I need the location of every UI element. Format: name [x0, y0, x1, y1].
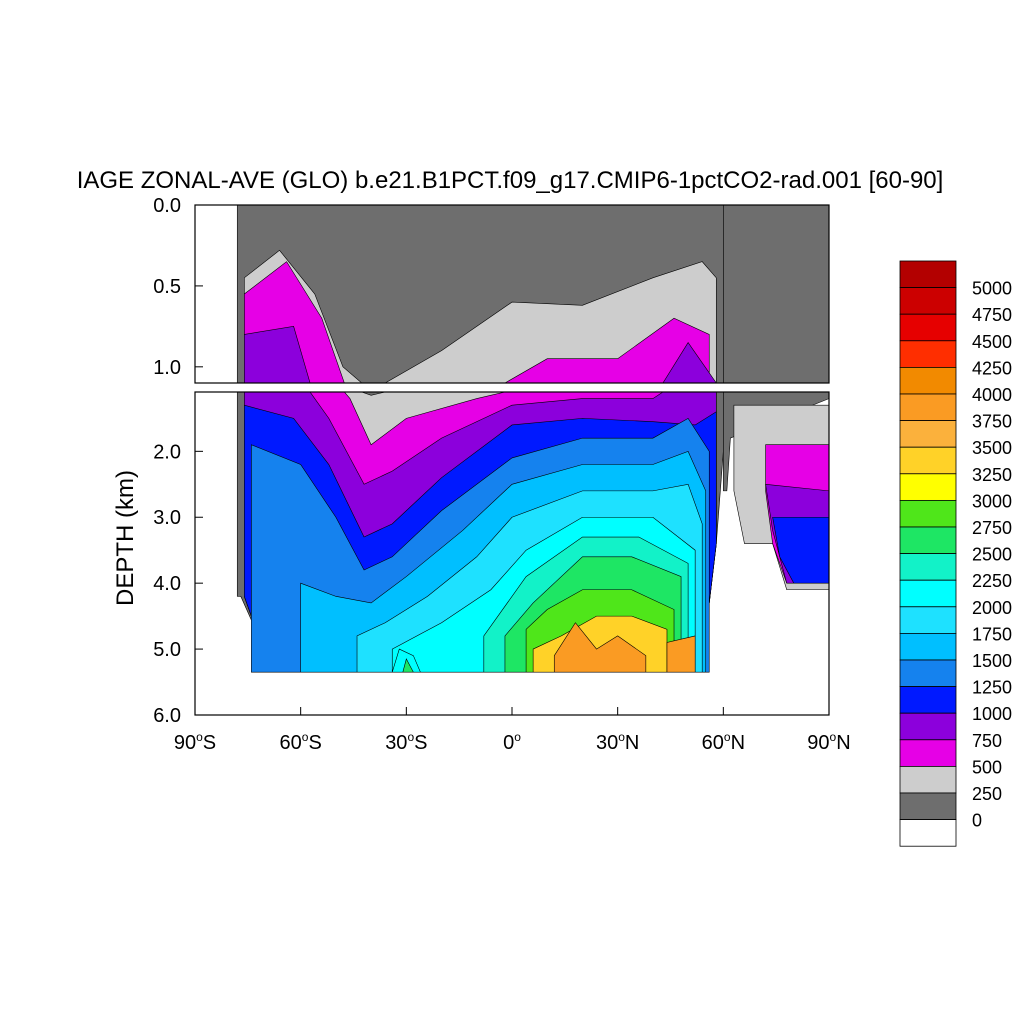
colorbar: 5000475045004250400037503500325030002750… [899, 260, 1012, 847]
colorbar-swatch [899, 553, 957, 581]
colorbar-swatch [899, 526, 957, 555]
colorbar-swatch [899, 606, 957, 634]
upper-panel-field [236, 205, 829, 1024]
contour-level-4000-upper [554, 949, 646, 1024]
colorbar-swatch [899, 287, 957, 315]
colorbar-label: 1500 [972, 651, 1012, 671]
contour-south-core-lower [402, 658, 414, 673]
colorbar-swatch [899, 499, 957, 528]
colorbar-swatch [899, 340, 957, 368]
axes-group: 90oS 60oS 30oS 0o 30oN 60oN 90oN 0.0 0.5 1.0 2.0 3.… [153, 195, 851, 754]
colorbar-label: 3750 [972, 412, 1012, 432]
colorbar-swatch [899, 446, 957, 475]
colorbar-swatch [899, 819, 957, 847]
colorbar-label: 3000 [972, 491, 1012, 511]
colorbar-swatch [899, 712, 957, 741]
x-tick-label: 60oS [280, 730, 322, 754]
colorbar-swatch [899, 739, 957, 767]
contour-arctic-1000-upper [766, 610, 829, 853]
colorbar-swatch [899, 633, 957, 661]
colorbar-label: 4500 [972, 332, 1012, 352]
contour-arctic-1250-lower [772, 516, 829, 584]
colorbar-swatch [899, 579, 957, 608]
contour-orange-block-lower [666, 635, 696, 673]
y-tick-label-lower: 6.0 [153, 705, 181, 727]
colorbar-label: 2250 [972, 571, 1012, 591]
chart-title: IAGE ZONAL-AVE (GLO) b.e21.B1PCT.f09_g17… [77, 167, 944, 194]
x-tick-label: 0o [503, 730, 521, 754]
contour-level-500-upper [244, 249, 717, 383]
colorbar-swatch [899, 686, 957, 714]
colorbar-label: 0 [972, 811, 982, 831]
colorbar-label: 4000 [972, 385, 1012, 405]
contour-arctic-250-upper [723, 205, 829, 383]
colorbar-swatch [899, 792, 957, 821]
colorbar-label: 1250 [972, 678, 1012, 698]
colorbar-label: 5000 [972, 279, 1012, 299]
colorbar-label: 250 [972, 784, 1002, 804]
contour-level-2750-upper [505, 788, 681, 1024]
colorbar-swatch [899, 659, 957, 688]
colorbar-label: 4750 [972, 305, 1012, 325]
colorbar-label: 2500 [972, 545, 1012, 565]
x-tick-label: 30oN [596, 730, 639, 754]
contour-level-3500-upper [533, 933, 667, 1024]
y-tick-label-lower: 2.0 [153, 441, 181, 463]
colorbar-label: 1750 [972, 624, 1012, 644]
y-tick-label-upper: 1.0 [153, 357, 181, 379]
y-tick-label-upper: 0.0 [153, 195, 181, 217]
contour-level-4000-lower [553, 622, 647, 673]
colorbar-swatch [899, 473, 957, 501]
contour-orange-block-upper [667, 982, 695, 1024]
y-axis-label: DEPTH (km) [112, 470, 139, 606]
contour-level-3000-upper [526, 868, 674, 1024]
colorbar-label: 3250 [972, 465, 1012, 485]
y-tick-label-lower: 3.0 [153, 507, 181, 529]
contour-level-2500-upper [484, 739, 688, 1024]
colorbar-label: 2750 [972, 518, 1012, 538]
contour-level-2250-upper [392, 690, 695, 1024]
colorbar-swatch [899, 313, 957, 342]
x-tick-label: 90oS [174, 730, 216, 754]
colorbar-label: 1000 [972, 704, 1012, 724]
y-tick-label-lower: 5.0 [153, 639, 181, 661]
colorbar-swatch [899, 366, 957, 395]
colorbar-label: 3500 [972, 438, 1012, 458]
colorbar-swatch [899, 766, 957, 794]
colorbar-label: 750 [972, 731, 1002, 751]
contour-south-blob-upper [392, 1014, 420, 1024]
colorbar-label: 2000 [972, 598, 1012, 618]
upper-panel-frame [194, 204, 830, 384]
colorbar-swatch [899, 260, 957, 289]
lower-panel-field [236, 392, 829, 673]
y-tick-label-lower: 4.0 [153, 573, 181, 595]
contour-level-1000-upper [244, 326, 717, 383]
colorbar-label: 500 [972, 757, 1002, 777]
colorbar-swatch [899, 420, 957, 448]
x-tick-label: 90oN [807, 730, 850, 754]
x-tick-label: 30oS [385, 730, 427, 754]
colorbar-label: 4250 [972, 358, 1012, 378]
y-tick-label-upper: 0.5 [153, 276, 181, 298]
colorbar-swatch [899, 393, 957, 422]
x-tick-label: 60oN [702, 730, 745, 754]
